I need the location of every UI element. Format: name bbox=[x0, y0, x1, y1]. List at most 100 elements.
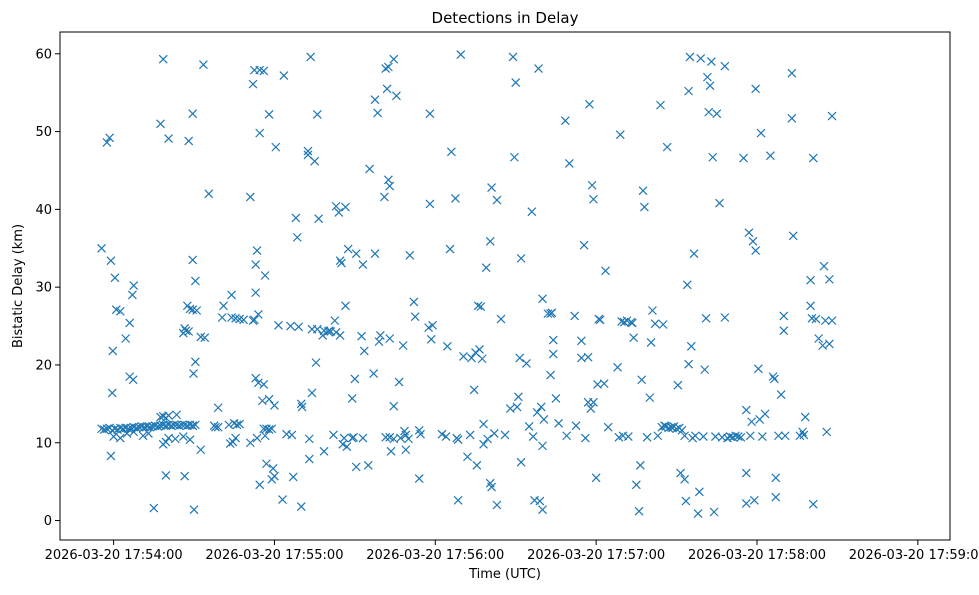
data-point-marker bbox=[370, 95, 380, 105]
data-point-marker bbox=[149, 503, 159, 513]
chart-title: Detections in Delay bbox=[432, 9, 579, 27]
data-point-marker bbox=[363, 460, 373, 470]
x-tick-label: 2026-03-20 17:59:00 bbox=[849, 548, 979, 563]
data-point-marker bbox=[267, 424, 277, 434]
data-point-marker bbox=[664, 423, 673, 433]
data-point-marker bbox=[808, 499, 818, 509]
data-point-marker bbox=[631, 480, 641, 490]
x-axis: 2026-03-20 17:54:00 2026-03-20 17:55:00 20… bbox=[45, 540, 979, 563]
data-point-marker bbox=[188, 421, 198, 431]
data-point-marker bbox=[646, 337, 656, 347]
data-point-marker bbox=[798, 427, 807, 437]
data-point-marker bbox=[459, 351, 468, 361]
data-point-marker bbox=[635, 460, 645, 470]
data-point-marker bbox=[591, 473, 601, 483]
data-point-marker bbox=[638, 186, 648, 196]
data-point-marker bbox=[441, 432, 451, 441]
data-point-marker bbox=[681, 496, 691, 506]
data-point-marker bbox=[534, 64, 543, 73]
data-point-marker bbox=[115, 306, 125, 316]
data-point-marker bbox=[467, 353, 476, 363]
data-point-marker bbox=[389, 54, 399, 64]
data-point-marker bbox=[342, 442, 352, 452]
data-point-marker bbox=[310, 156, 320, 166]
data-point-marker bbox=[748, 236, 758, 246]
data-point-marker bbox=[779, 311, 789, 321]
data-point-marker bbox=[814, 334, 824, 343]
data-point-marker bbox=[645, 393, 655, 403]
data-point-marker bbox=[704, 107, 714, 117]
data-point-marker bbox=[227, 290, 236, 300]
data-point-marker bbox=[473, 301, 483, 311]
x-tick-label: 2026-03-20 17:54:00 bbox=[45, 548, 183, 563]
data-point-marker bbox=[642, 432, 652, 442]
data-point-marker bbox=[477, 354, 487, 364]
data-point-marker bbox=[335, 330, 345, 340]
data-point-marker bbox=[311, 358, 321, 368]
data-point-marker bbox=[365, 164, 375, 174]
data-point-marker bbox=[374, 337, 384, 347]
data-point-marker bbox=[394, 377, 404, 387]
data-point-marker bbox=[538, 441, 547, 451]
data-point-marker bbox=[751, 246, 761, 256]
data-point-marker bbox=[251, 260, 261, 270]
data-point-marker bbox=[736, 432, 746, 442]
data-point-marker bbox=[528, 432, 538, 441]
data-point-marker bbox=[446, 147, 456, 157]
data-point-marker bbox=[509, 152, 519, 162]
y-tick-label: 60 bbox=[35, 47, 52, 62]
data-point-marker bbox=[570, 311, 580, 321]
data-point-marker bbox=[708, 152, 718, 162]
y-tick-label: 20 bbox=[35, 358, 52, 373]
data-point-marker bbox=[409, 297, 419, 307]
data-point-marker bbox=[231, 433, 241, 443]
data-point-marker bbox=[416, 429, 425, 439]
data-point-marker bbox=[158, 54, 168, 64]
data-point-marker bbox=[599, 379, 609, 389]
data-point-marker bbox=[589, 194, 598, 204]
data-point-marker bbox=[709, 507, 719, 517]
data-point-marker bbox=[125, 372, 135, 382]
data-point-marker bbox=[547, 308, 557, 318]
data-point-marker bbox=[771, 492, 781, 502]
data-point-marker bbox=[248, 79, 258, 89]
data-point-marker bbox=[479, 419, 488, 429]
y-tick-label: 40 bbox=[35, 203, 52, 218]
data-point-marker bbox=[351, 249, 361, 259]
data-point-marker bbox=[686, 341, 696, 351]
data-point-marker bbox=[684, 359, 694, 369]
data-point-marker bbox=[306, 52, 316, 62]
data-point-marker bbox=[381, 432, 391, 442]
data-point-marker bbox=[190, 276, 200, 286]
data-point-marker bbox=[751, 84, 761, 94]
y-tick-label: 30 bbox=[35, 281, 52, 296]
data-point-marker bbox=[209, 421, 219, 431]
data-point-marker bbox=[156, 119, 165, 129]
data-point-marker bbox=[516, 253, 526, 263]
y-tick-label: 10 bbox=[35, 436, 52, 451]
data-point-marker bbox=[615, 130, 625, 140]
plot-frame bbox=[59, 31, 951, 541]
data-point-marker bbox=[768, 372, 778, 382]
data-point-marker bbox=[253, 378, 263, 388]
data-point-marker bbox=[188, 255, 198, 265]
data-point-marker bbox=[331, 327, 341, 337]
data-point-marker bbox=[696, 54, 706, 63]
data-point-marker bbox=[586, 404, 596, 413]
data-point-marker bbox=[580, 433, 590, 443]
data-point-marker bbox=[253, 309, 263, 319]
data-point-marker bbox=[127, 290, 137, 300]
data-point-marker bbox=[109, 432, 119, 441]
data-point-marker bbox=[106, 451, 116, 461]
data-point-marker bbox=[185, 304, 195, 314]
data-point-marker bbox=[579, 240, 589, 250]
data-point-marker bbox=[524, 421, 534, 431]
data-point-marker bbox=[827, 111, 837, 121]
data-point-marker bbox=[827, 316, 837, 326]
data-point-marker bbox=[351, 462, 361, 472]
data-point-marker bbox=[350, 374, 360, 384]
data-point-marker bbox=[492, 500, 502, 510]
data-point-marker bbox=[749, 495, 759, 505]
data-point-marker bbox=[576, 336, 586, 346]
data-point-marker bbox=[564, 159, 574, 168]
